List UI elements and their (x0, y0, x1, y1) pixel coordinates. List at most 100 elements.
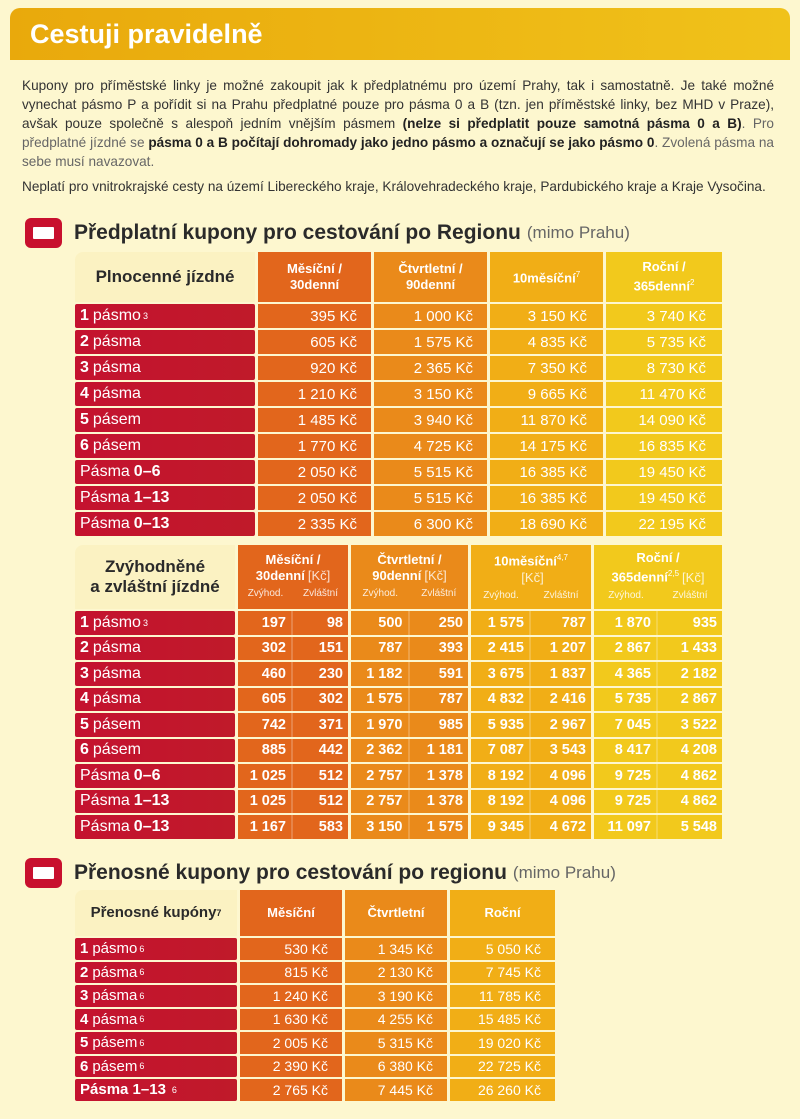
table-row: 2 pásma 302 151 787 393 2 415 1 207 2 867 1 433 (75, 636, 725, 660)
subheader-row: Zvýhod. Zvláštní (471, 588, 591, 604)
footnote-marker: 6 (171, 1084, 177, 1095)
price-cell: 2 867 (658, 687, 722, 711)
price-cell: 4 832 (471, 687, 531, 711)
header-row: Přenosné kupóny 7 Měsíční Čtvrtletní Roční (75, 890, 558, 936)
price-cell: 2 757 (351, 764, 410, 788)
price-cell: 7 350 Kč (490, 356, 603, 380)
table-row: Pásma 0–13 2 335 Kč 6 300 Kč 18 690 Kč 22 195… (75, 512, 725, 536)
column-header: Roční (450, 890, 555, 936)
row-label: 1 pásmo 6 (75, 938, 237, 960)
price-cell: 442 (293, 738, 348, 762)
price-cell: 5 735 (594, 687, 658, 711)
header-line-2: 30denní (258, 277, 371, 293)
price-cell: 5 515 Kč (374, 460, 487, 484)
price-cell: 1 575 (351, 687, 410, 711)
price-pair: 4 832 2 416 (471, 687, 591, 711)
header-line-2: 90denní (374, 277, 487, 293)
zone-number: 2 (80, 333, 89, 350)
zone-number: 1–13 (133, 489, 170, 506)
row-label: Pásma 1–13 (75, 486, 255, 510)
header-line-2: 90denní [Kč] (351, 568, 468, 584)
price-cell: 2 415 (471, 636, 531, 660)
price-pair: 1 870 935 (594, 611, 722, 635)
price-cell: 5 935 (471, 713, 531, 737)
table-label: Plnocenné jízdné (75, 252, 255, 302)
section-subtitle: (mimo Prahu) (526, 223, 630, 242)
price-cell: 98 (293, 611, 348, 635)
column-header: Čtvrtletní (345, 890, 447, 936)
price-pair: 1 575 787 (351, 687, 468, 711)
price-cell: 5 050 Kč (450, 938, 555, 960)
price-cell: 1 485 Kč (258, 408, 371, 432)
subheader-row: Zvýhod. Zvláštní (351, 586, 468, 602)
subheader: Zvýhod. (483, 589, 519, 601)
table-row: 2 pásma 6 815 Kč 2 130 Kč 7 745 Kč (75, 961, 558, 983)
footnote-marker: 2 (689, 278, 695, 288)
zone-number: 0–13 (133, 817, 170, 835)
price-cell: 11 870 Kč (490, 408, 603, 432)
intro-text-c: . Pro předplatné jízdné se (22, 116, 774, 150)
price-pair: 2 867 1 433 (594, 636, 722, 660)
header-text: Měsíční (267, 905, 315, 920)
price-cell: 4 365 (594, 662, 658, 686)
price-cell: 787 (351, 636, 410, 660)
price-cell: 16 385 Kč (490, 460, 603, 484)
zone-number: 0–13 (133, 515, 170, 532)
price-pair: 9 725 4 862 (594, 789, 722, 813)
intro-paragraph-1: Kupony pro příměstské linky je možné zak… (22, 76, 774, 171)
row-label: 6 pásem (75, 738, 235, 762)
zone-word: pásma (92, 987, 138, 1005)
zone-number: 5 (80, 411, 89, 428)
unit-label: [Kč] (307, 568, 331, 583)
price-cell: 2 362 (351, 738, 410, 762)
price-cell: 4 096 (531, 764, 591, 788)
price-cell: 1 770 Kč (258, 434, 371, 458)
price-cell: 4 725 Kč (374, 434, 487, 458)
header-text: 365denní (611, 569, 668, 585)
price-cell: 6 380 Kč (345, 1055, 447, 1077)
price-cell: 151 (293, 636, 348, 660)
header-row: Zvýhodněné a zvláštní jízdné Měsíční /30de… (75, 545, 725, 609)
price-cell: 1 378 (409, 789, 468, 813)
price-pair: 1 575 787 (471, 611, 591, 635)
price-cell: 4 096 (531, 789, 591, 813)
unit-label: [Kč] (424, 568, 447, 583)
table-row: 4 pásma 1 210 Kč 3 150 Kč 9 665 Kč 11 470 Kč (75, 382, 725, 406)
column-header: Roční /365denní2 (606, 252, 722, 302)
table-row: Pásma 0–6 2 050 Kč 5 515 Kč 16 385 Kč 19 450 … (75, 460, 725, 484)
price-cell: 787 (531, 611, 591, 635)
zone-number: 0–6 (133, 766, 161, 784)
price-cell: 2 182 (658, 662, 722, 686)
price-cell: 1 025 (238, 789, 293, 813)
price-cell: 787 (409, 687, 468, 711)
page-title: Cestuji pravidelně (30, 19, 263, 49)
subheader: Zvláštní (302, 588, 338, 599)
price-cell: 1 870 (594, 611, 658, 635)
table-row: 4 pásma 605 302 1 575 787 4 832 2 416 5 735 2 867 (75, 687, 725, 711)
label-text: Přenosné kupóny (90, 904, 217, 921)
zone-number: 4 (80, 385, 89, 402)
intro-paragraph-2: Neplatí pro vnitrokrajské cesty na území… (22, 179, 766, 194)
header-text: 365denní (633, 278, 690, 294)
price-cell: 1 433 (658, 636, 722, 660)
price-pair: 1 167 583 (238, 815, 348, 839)
price-cell: 14 090 Kč (606, 408, 722, 432)
price-cell: 22 195 Kč (606, 512, 722, 536)
price-cell: 9 665 Kč (490, 382, 603, 406)
price-cell: 16 835 Kč (606, 434, 722, 458)
footnote-marker: 6 (139, 943, 145, 954)
zone-number: 1–13 (133, 792, 170, 810)
header-text: Roční (484, 905, 521, 920)
header-line-1: Roční (450, 905, 555, 921)
zone-word: pásma (92, 333, 141, 350)
price-cell: 2 416 (531, 687, 591, 711)
price-pair: 605 302 (238, 687, 348, 711)
subheader: Zvláštní (672, 589, 708, 601)
price-cell: 2 390 Kč (240, 1055, 342, 1077)
header-text: 30denní (255, 568, 305, 583)
price-cell: 2 757 (351, 789, 410, 813)
price-cell: 6 300 Kč (374, 512, 487, 536)
row-label: 5 pásem 6 (75, 1032, 237, 1054)
price-pair: 9 725 4 862 (594, 764, 722, 788)
price-pair: 500 250 (351, 611, 468, 635)
